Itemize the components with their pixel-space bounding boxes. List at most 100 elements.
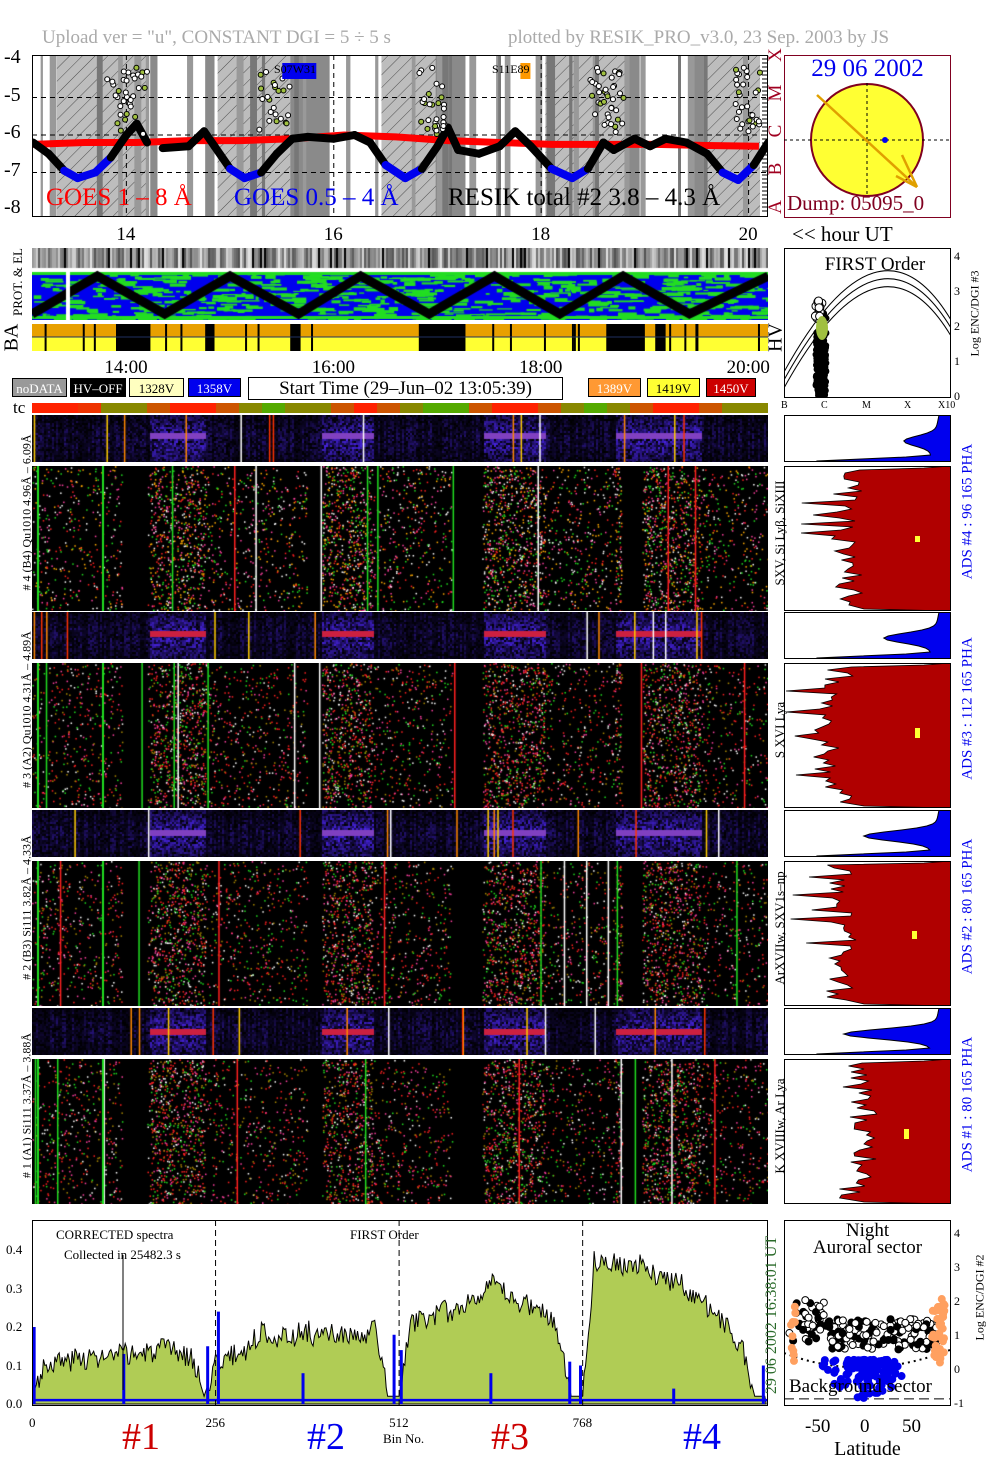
spectral-lines-label: ArXVIIw, SXV1s–np bbox=[772, 871, 787, 985]
latitude-point bbox=[879, 1335, 888, 1344]
tc-segment bbox=[745, 403, 768, 413]
resik-point bbox=[256, 126, 263, 133]
resik-segment bbox=[158, 142, 193, 153]
resik-point bbox=[604, 93, 611, 100]
latitude-point bbox=[912, 1321, 921, 1330]
resik-point bbox=[280, 87, 287, 94]
annotation-marker-blue bbox=[282, 63, 317, 79]
resik-point bbox=[123, 77, 130, 84]
resik-point bbox=[418, 118, 425, 125]
current-position-marker bbox=[912, 931, 917, 939]
channel-dynamic-spectrum bbox=[32, 861, 768, 1006]
resik-segment bbox=[749, 138, 768, 169]
spectrum-note-collected: Collected in 25482.3 s bbox=[64, 1247, 181, 1262]
tc-segment bbox=[492, 403, 516, 413]
spectrum-frame bbox=[784, 663, 951, 808]
resik-point bbox=[608, 104, 615, 111]
latitude-point bbox=[799, 1325, 808, 1334]
pha-frame bbox=[784, 612, 951, 659]
resik-point bbox=[755, 118, 762, 125]
tc-segment bbox=[308, 403, 332, 413]
pha-histogram bbox=[784, 1008, 951, 1055]
latitude-high-point bbox=[929, 1330, 938, 1339]
spectrum-x-tick: 512 bbox=[389, 1415, 409, 1430]
channel-number-label: #3 bbox=[491, 1416, 529, 1458]
latitude-background-label: Background sector bbox=[789, 1376, 932, 1397]
hv-status-bar bbox=[32, 324, 768, 351]
latitude-low-point bbox=[890, 1357, 899, 1366]
resik-point bbox=[117, 111, 124, 118]
latitude-point bbox=[815, 1302, 824, 1311]
resik-point bbox=[275, 87, 282, 94]
latitude-point bbox=[886, 1325, 895, 1334]
tc-segment bbox=[630, 403, 654, 413]
legend-box-1389v: 1389V bbox=[588, 378, 641, 397]
tc-segment bbox=[423, 403, 447, 413]
first-order-point bbox=[813, 338, 821, 346]
start-time: Start Time (29–Jun–02 13:05:39) bbox=[248, 377, 563, 400]
x-tick-label: 18 bbox=[531, 224, 551, 245]
resik-point bbox=[733, 76, 740, 83]
latitude-point bbox=[816, 1325, 825, 1334]
tc-segment bbox=[354, 403, 378, 413]
channel-number-label: #2 bbox=[307, 1416, 345, 1458]
gap-stripe bbox=[40, 55, 43, 217]
resik-point bbox=[429, 64, 436, 71]
resik-point bbox=[433, 116, 440, 123]
resik-point bbox=[257, 71, 264, 78]
gap-stripe bbox=[687, 55, 695, 217]
spectrum-xlabel: Bin No. bbox=[383, 1431, 425, 1446]
legend-box-nodata: noDATA bbox=[12, 378, 67, 397]
tc-segment bbox=[561, 403, 585, 413]
latitude-low-point bbox=[830, 1379, 839, 1388]
resik-point bbox=[746, 117, 753, 124]
latitude-low-point bbox=[842, 1359, 851, 1368]
latitude-point bbox=[871, 1318, 880, 1327]
pha-histogram-area bbox=[816, 1008, 951, 1055]
first-order-curve bbox=[784, 278, 951, 381]
resik-point bbox=[601, 121, 608, 128]
legend-goes-short: GOES 0.5 – 4 Å bbox=[234, 184, 399, 211]
first-order-title: FIRST Order bbox=[824, 254, 926, 275]
latitude-point bbox=[833, 1342, 842, 1351]
sun-disk-panel bbox=[784, 55, 951, 218]
resik-point bbox=[140, 130, 147, 137]
resik-segment bbox=[417, 142, 442, 173]
gap-stripe bbox=[96, 55, 103, 217]
latitude-point bbox=[862, 1317, 871, 1326]
resik-point bbox=[135, 84, 142, 91]
resik-point bbox=[285, 112, 292, 119]
pha-frame bbox=[784, 810, 951, 857]
resik-point bbox=[131, 75, 138, 82]
resik-point bbox=[595, 83, 602, 90]
ads-label: ADS #3 : 112 165 PHA bbox=[959, 637, 976, 780]
tc-segment bbox=[515, 403, 539, 413]
pha-dynamic-spectrum bbox=[32, 810, 768, 857]
first-order-panel bbox=[784, 248, 951, 398]
header-upload-info: Upload ver = "u", CONSTANT DGI = 5 ÷ 5 s bbox=[42, 27, 391, 48]
latitude-high-point bbox=[789, 1346, 798, 1355]
latitude-point bbox=[848, 1340, 857, 1349]
tc-segment bbox=[285, 403, 309, 413]
resik-point bbox=[605, 114, 612, 121]
latitude-low-point bbox=[891, 1368, 900, 1377]
resik-segment bbox=[366, 138, 390, 169]
latitude-y-tick: 0 bbox=[954, 1362, 960, 1376]
resik-point bbox=[740, 64, 747, 71]
resik-point bbox=[616, 90, 623, 97]
resik-point bbox=[433, 80, 440, 87]
resik-point bbox=[602, 86, 609, 93]
latitude-high-point bbox=[787, 1320, 796, 1329]
latitude-point bbox=[838, 1329, 847, 1338]
tc-segment bbox=[607, 403, 631, 413]
resik-point bbox=[737, 125, 744, 132]
resik-point bbox=[596, 89, 603, 96]
y-tick-label: -6 bbox=[4, 121, 21, 143]
pha-dynamic-spectrum bbox=[32, 612, 768, 659]
resik-point bbox=[612, 123, 619, 130]
gap-stripe bbox=[546, 55, 552, 217]
channel-number-label: #1 bbox=[122, 1416, 160, 1458]
resik-point bbox=[117, 103, 124, 110]
latitude-high-point bbox=[790, 1302, 799, 1311]
annotation-active-region-2: S11E89 bbox=[492, 62, 530, 76]
